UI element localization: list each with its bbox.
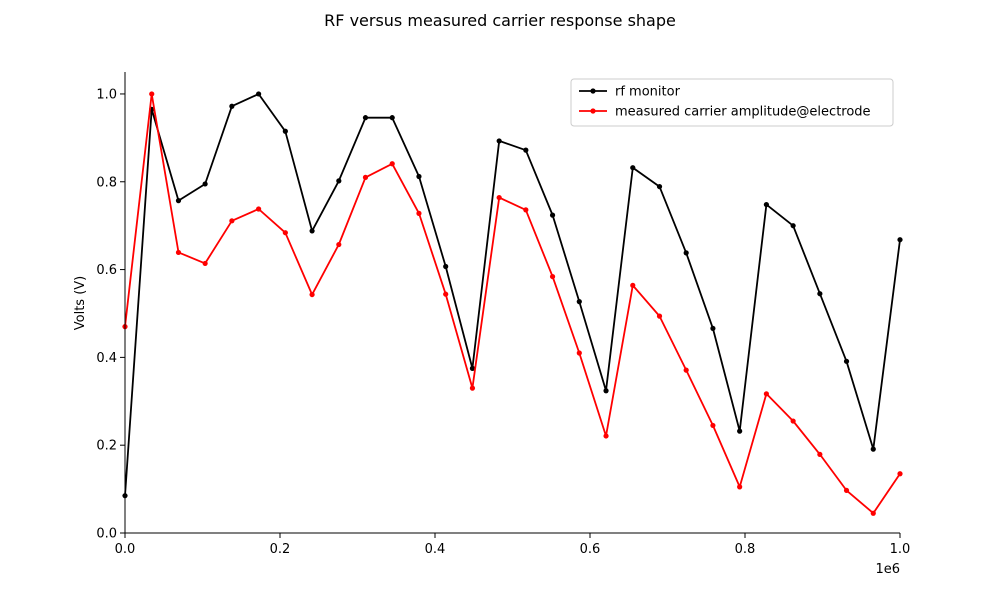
data-point bbox=[630, 165, 636, 171]
data-point bbox=[229, 218, 235, 224]
legend: rf monitor measured carrier amplitude@ele… bbox=[570, 78, 894, 127]
y-tick-label: 0.4 bbox=[96, 351, 117, 366]
data-point bbox=[897, 471, 903, 477]
data-point bbox=[496, 194, 502, 201]
data-point bbox=[897, 237, 903, 243]
data-point bbox=[469, 385, 476, 391]
data-point bbox=[843, 487, 850, 494]
plot-area bbox=[122, 91, 903, 516]
data-point bbox=[549, 273, 556, 280]
data-point bbox=[710, 422, 716, 429]
data-point bbox=[309, 228, 315, 234]
data-point bbox=[336, 178, 342, 184]
data-point bbox=[309, 291, 315, 298]
data-point bbox=[737, 428, 743, 434]
data-point bbox=[656, 313, 663, 319]
data-point bbox=[202, 181, 208, 187]
y-tick-label: 0.8 bbox=[96, 175, 117, 190]
data-point bbox=[763, 201, 769, 208]
legend-swatch-marker bbox=[590, 108, 596, 114]
data-point bbox=[282, 230, 288, 236]
data-point bbox=[416, 210, 422, 216]
x-tick-label: 0.8 bbox=[735, 542, 756, 557]
data-point bbox=[443, 291, 449, 297]
data-point bbox=[229, 103, 235, 109]
data-point bbox=[683, 367, 689, 373]
x-tick-label: 0.6 bbox=[580, 542, 601, 557]
data-point bbox=[817, 291, 823, 297]
data-point bbox=[389, 161, 395, 167]
legend-swatch-marker bbox=[590, 88, 596, 94]
legend-entry-label: measured carrier amplitude@electrode bbox=[615, 105, 871, 120]
y-tick-label: 0.0 bbox=[96, 527, 117, 542]
legend-frame bbox=[570, 78, 894, 127]
legend-entry-label: rf monitor bbox=[615, 85, 681, 100]
x-tick-label: 0.0 bbox=[115, 542, 136, 557]
data-point bbox=[710, 325, 716, 332]
chart-title: RF versus measured carrier response shap… bbox=[324, 11, 676, 30]
y-tick-label: 1.0 bbox=[96, 87, 117, 102]
x-tick-label: 0.4 bbox=[425, 542, 446, 557]
series-line bbox=[124, 93, 901, 515]
data-point bbox=[549, 212, 556, 218]
data-point bbox=[603, 433, 609, 439]
data-point bbox=[790, 223, 796, 229]
data-point bbox=[683, 250, 689, 256]
data-point bbox=[469, 365, 476, 371]
data-point bbox=[336, 241, 342, 248]
data-point bbox=[362, 174, 369, 180]
data-point bbox=[870, 446, 876, 452]
data-point bbox=[175, 249, 182, 256]
x-axis-offset-label: 1e6 bbox=[875, 562, 900, 577]
data-point bbox=[149, 91, 155, 97]
data-point bbox=[389, 115, 395, 121]
data-point bbox=[817, 451, 823, 458]
data-point bbox=[523, 207, 529, 213]
data-point bbox=[630, 282, 636, 288]
data-point bbox=[362, 115, 369, 121]
data-point bbox=[737, 484, 743, 490]
y-tick-label: 0.6 bbox=[96, 263, 117, 278]
data-point bbox=[523, 147, 529, 153]
data-point bbox=[256, 91, 262, 97]
data-point bbox=[763, 391, 769, 397]
data-point bbox=[576, 350, 582, 356]
data-point bbox=[443, 263, 449, 270]
series-line bbox=[124, 93, 901, 496]
y-axis-label: Volts (V) bbox=[73, 276, 88, 331]
data-point bbox=[175, 198, 182, 204]
data-point bbox=[256, 206, 262, 212]
axes: 0.0 0.2 0.4 0.6 0.8 1.0 0.0 0.2 0.4 0.6 0.8 1.0 bbox=[96, 72, 910, 557]
data-point bbox=[416, 173, 422, 180]
data-point bbox=[202, 260, 208, 267]
data-point bbox=[870, 510, 876, 516]
data-point bbox=[576, 299, 582, 305]
data-point bbox=[496, 138, 502, 144]
data-point bbox=[603, 388, 609, 394]
data-point bbox=[656, 183, 663, 190]
y-tick-label: 0.2 bbox=[96, 439, 117, 454]
data-point bbox=[843, 358, 850, 364]
data-point bbox=[282, 128, 288, 134]
data-point bbox=[790, 418, 796, 424]
x-tick-label: 1.0 bbox=[890, 542, 911, 557]
x-tick-label: 0.2 bbox=[270, 542, 291, 557]
